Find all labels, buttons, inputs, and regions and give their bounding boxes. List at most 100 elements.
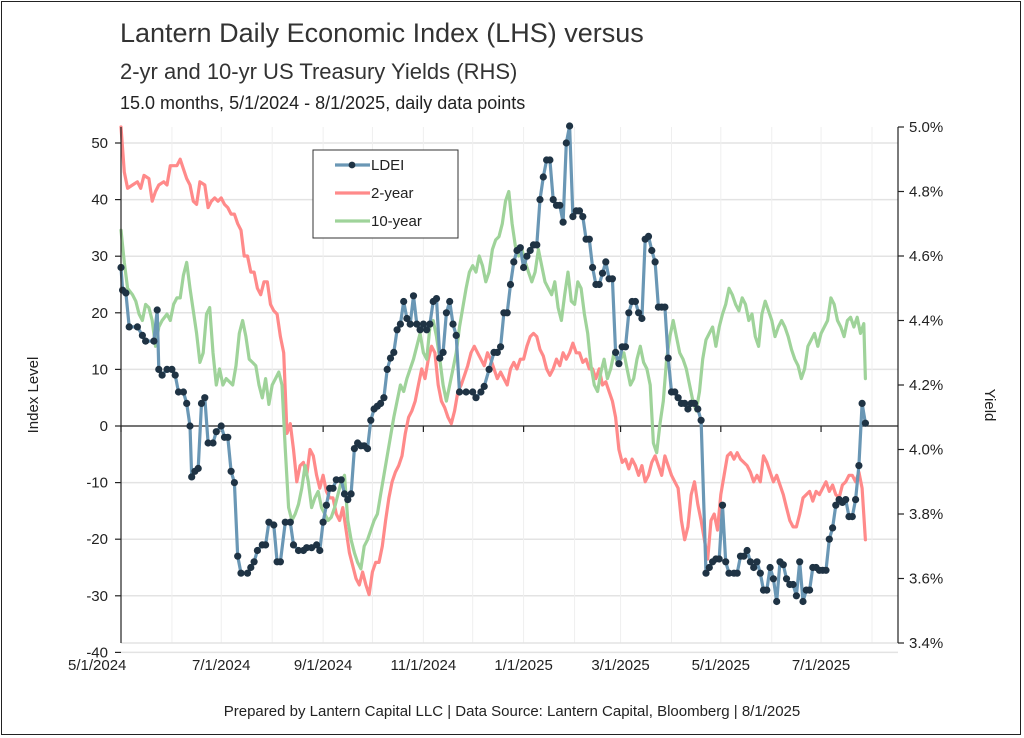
- data-point: [725, 569, 733, 577]
- zero-axis-line: [120, 425, 898, 432]
- data-point: [644, 232, 653, 240]
- data-point: [186, 422, 194, 430]
- data-point: [455, 388, 464, 396]
- data-point: [539, 173, 547, 181]
- data-point: [503, 309, 511, 317]
- data-point: [480, 382, 488, 390]
- data-point: [829, 524, 837, 532]
- data-point: [549, 196, 557, 204]
- data-point: [426, 320, 434, 328]
- data-point: [363, 445, 372, 453]
- data-point: [485, 365, 493, 373]
- data-point: [469, 388, 477, 396]
- data-point: [322, 501, 330, 509]
- data-point: [822, 566, 830, 574]
- data-point: [702, 569, 710, 577]
- series-2-year: [119, 125, 868, 597]
- data-point: [380, 394, 388, 402]
- data-point: [595, 280, 603, 289]
- data-point: [194, 464, 202, 472]
- data-point: [782, 575, 791, 583]
- series-ldei: [117, 122, 870, 606]
- data-point: [799, 597, 807, 606]
- data-point: [779, 561, 787, 569]
- data-point: [230, 479, 238, 487]
- x-tick-label: 11/1/2024: [391, 657, 457, 674]
- data-point: [510, 258, 518, 266]
- data-point: [168, 365, 176, 373]
- data-point: [602, 258, 610, 266]
- data-point: [138, 331, 146, 339]
- data-point: [406, 320, 414, 328]
- data-point: [674, 394, 682, 402]
- data-point: [715, 555, 723, 563]
- data-point: [183, 399, 191, 407]
- data-point: [122, 289, 130, 297]
- data-point: [340, 490, 349, 498]
- data-point: [753, 558, 761, 566]
- x-tick-label: 7/1/2024: [192, 657, 250, 674]
- data-point: [746, 558, 755, 566]
- data-point: [608, 275, 617, 283]
- data-point: [722, 558, 730, 566]
- data-point: [217, 422, 225, 430]
- data-point: [416, 326, 424, 334]
- y2-tick-label: 4.0%: [909, 442, 943, 459]
- y2-tick-label: 4.8%: [909, 184, 943, 201]
- y-tick-label: 50: [91, 135, 108, 152]
- data-point: [664, 354, 672, 362]
- data-point: [419, 320, 427, 328]
- data-point: [825, 535, 833, 543]
- data-point: [589, 263, 597, 272]
- data-point: [423, 326, 431, 334]
- data-point: [442, 309, 450, 317]
- data-point: [150, 337, 158, 345]
- data-point: [344, 496, 352, 504]
- chart-title: Lantern Daily Economic Index (LHS) versu…: [120, 18, 644, 48]
- data-point: [403, 314, 411, 323]
- chart-date-range: 15.0 months, 5/1/2024 - 8/1/2025, daily …: [120, 93, 526, 113]
- data-point: [766, 563, 774, 572]
- data-point: [350, 445, 358, 453]
- data-point: [197, 399, 206, 407]
- data-point: [842, 496, 850, 504]
- data-point: [153, 306, 161, 314]
- x-tick-label: 7/1/2025: [792, 657, 850, 674]
- data-point: [536, 196, 544, 204]
- data-point: [276, 558, 284, 566]
- data-point: [612, 348, 620, 356]
- data-point: [638, 314, 646, 323]
- data-point: [396, 320, 404, 328]
- data-point: [289, 541, 298, 549]
- data-point: [648, 246, 656, 255]
- data-point: [733, 569, 741, 577]
- data-point: [281, 518, 289, 526]
- data-point: [526, 246, 534, 255]
- x-tick-label: 5/1/2024: [68, 657, 126, 674]
- y2-tick-label: 3.4%: [909, 635, 943, 652]
- data-point: [462, 388, 470, 396]
- data-point: [201, 394, 209, 402]
- data-point: [740, 552, 748, 560]
- x-tick-label: 3/1/2025: [591, 657, 649, 674]
- y-tick-label: -40: [86, 644, 108, 661]
- data-point: [684, 405, 692, 413]
- data-point: [316, 546, 324, 555]
- y-tick-label: 0: [100, 418, 108, 435]
- data-point: [400, 297, 408, 306]
- data-point: [855, 462, 863, 470]
- series-10-year: [119, 189, 868, 571]
- x-tick-label: 9/1/2024: [294, 657, 352, 674]
- axes: -40 -30 -20 -10 0 10 20 30 40 50 3.4% 3.6% 3.8% 4.0% 4…: [68, 119, 943, 674]
- data-point: [377, 399, 385, 407]
- data-point: [125, 323, 133, 331]
- data-point: [861, 419, 870, 427]
- y-tick-label: 20: [91, 305, 108, 322]
- y-tick-label: -30: [86, 588, 108, 605]
- data-point: [546, 156, 554, 164]
- data-point: [556, 201, 564, 209]
- chart-subtitle: 2-yr and 10-yr US Treasury Yields (RHS): [120, 59, 518, 84]
- data-point: [697, 416, 705, 424]
- data-point: [690, 399, 699, 407]
- legend-item: LDEI: [335, 157, 404, 174]
